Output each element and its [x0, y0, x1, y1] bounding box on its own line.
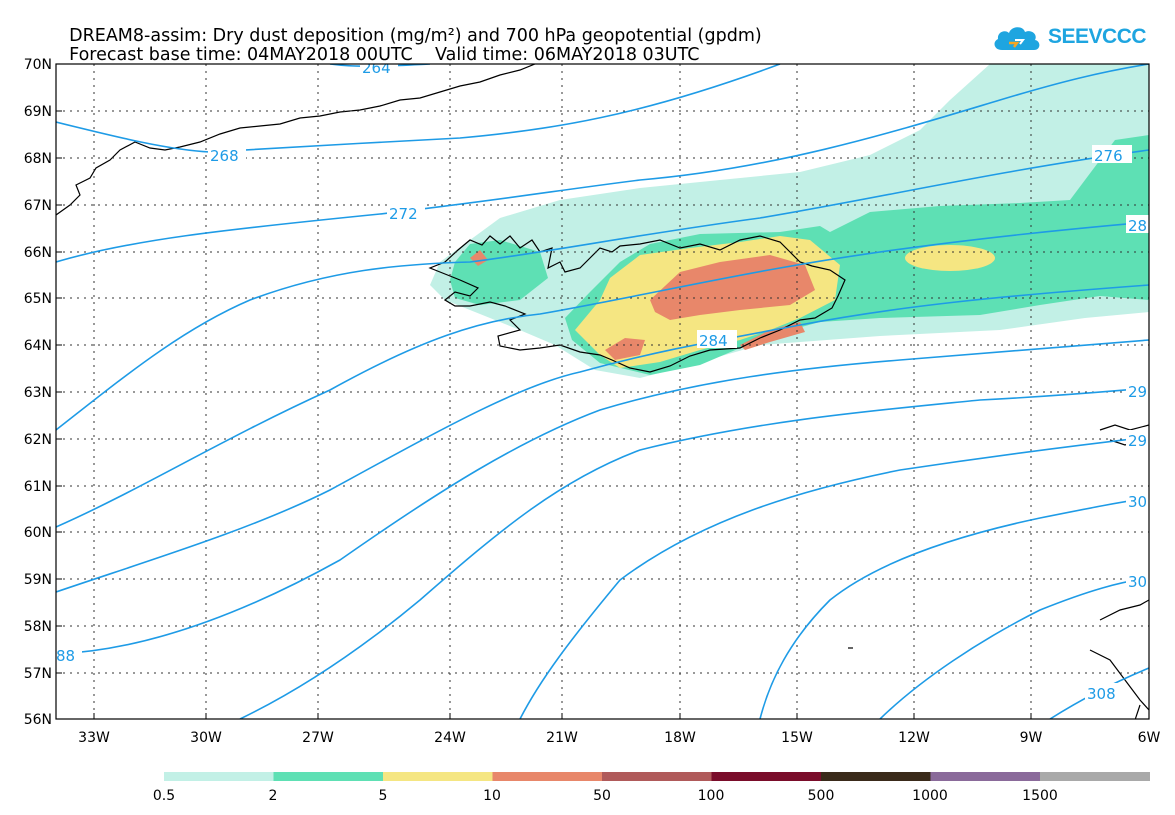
contour-label-288: 88 — [56, 647, 75, 665]
lon-label: 6W — [1138, 730, 1161, 746]
contour-296 — [519, 436, 1149, 719]
scotland-coast — [1089, 424, 1149, 719]
iceland-coast — [428, 235, 846, 373]
geopotential-contours — [56, 64, 1149, 719]
legend-swatch — [1040, 772, 1150, 781]
dust-area-10 — [650, 255, 815, 320]
lat-label: 69N — [24, 104, 52, 120]
latitude-labels: 70N 69N 68N 67N 66N 65N 64N 63N 62N 61N … — [24, 57, 52, 728]
contour-label-304: 30 — [1128, 573, 1147, 591]
legend-label: 10 — [483, 788, 501, 804]
lon-label: 9W — [1020, 730, 1043, 746]
graticule — [56, 64, 1149, 719]
contour-label-264: 264 — [362, 59, 391, 77]
legend-labels: 0.5 2 5 10 50 100 500 1000 1500 — [153, 788, 1058, 804]
contour-labels: 264 268 272 276 28 284 29 29 30 30 308 8… — [56, 59, 1149, 703]
map-title: DREAM8-assim: Dry dust deposition (mg/m²… — [58, 6, 762, 46]
lat-label: 66N — [24, 245, 52, 261]
legend-label: 100 — [698, 788, 725, 804]
contour-284 — [56, 284, 1149, 593]
contour-292 — [239, 387, 1149, 719]
contour-268 — [56, 64, 781, 153]
valid-time: Valid time: 06MAY2018 03UTC — [435, 45, 700, 65]
lat-label: 65N — [24, 291, 52, 307]
legend-swatch — [492, 772, 603, 781]
lat-label: 63N — [24, 385, 52, 401]
lat-label: 70N — [24, 57, 52, 73]
contour-label-296: 29 — [1128, 432, 1147, 450]
legend-swatch — [164, 772, 274, 781]
lat-label: 56N — [24, 712, 52, 728]
contour-272 — [56, 64, 1149, 263]
contour-label-308: 308 — [1087, 685, 1116, 703]
map-subtitle: Forecast base time: 04MAY2018 00UTC Vali… — [58, 25, 700, 65]
contour-label-276: 276 — [1094, 147, 1123, 165]
contour-label-280: 28 — [1128, 217, 1147, 235]
lon-label: 30W — [190, 730, 222, 746]
lat-label: 64N — [24, 338, 52, 354]
lat-label: 68N — [24, 151, 52, 167]
legend-label: 50 — [593, 788, 611, 804]
lat-label: 62N — [24, 432, 52, 448]
dust-shading — [430, 64, 1149, 378]
lon-label: 21W — [546, 730, 578, 746]
logo-text: SEEVCCC — [1048, 25, 1147, 48]
seevccc-logo: SEEVCCC — [990, 20, 1150, 60]
lat-label: 67N — [24, 198, 52, 214]
contour-276 — [56, 149, 1149, 431]
cloud-icon — [994, 27, 1040, 50]
legend-label: 1000 — [912, 788, 948, 804]
coastlines — [56, 64, 1149, 719]
lat-label: 60N — [24, 525, 52, 541]
legend-label: 1500 — [1022, 788, 1058, 804]
lon-label: 15W — [781, 730, 813, 746]
contour-280 — [56, 221, 1149, 528]
legend-label: 5 — [379, 788, 388, 804]
lon-label: 12W — [898, 730, 930, 746]
lon-label: 18W — [664, 730, 696, 746]
lat-label: 58N — [24, 619, 52, 635]
legend-swatch — [273, 772, 384, 781]
title-line-1: DREAM8-assim: Dry dust deposition (mg/m²… — [69, 26, 762, 46]
legend-label: 0.5 — [153, 788, 175, 804]
legend-swatch — [711, 772, 822, 781]
contour-label-284: 284 — [699, 332, 728, 350]
lon-label: 33W — [78, 730, 110, 746]
axis-ticks — [56, 63, 1150, 720]
legend-swatch — [383, 772, 493, 781]
legend-colorbar — [164, 772, 1150, 781]
lat-label: 61N — [24, 479, 52, 495]
legend-swatch — [602, 772, 712, 781]
dust-area-10-se — [740, 322, 805, 350]
forecast-base-time: Forecast base time: 04MAY2018 00UTC — [69, 45, 413, 65]
contour-288 — [56, 339, 1149, 655]
greenland-coast — [56, 64, 536, 216]
lon-label: 27W — [302, 730, 334, 746]
legend-swatch — [930, 772, 1041, 781]
contour-label-292: 29 — [1128, 383, 1147, 401]
legend-swatch — [821, 772, 931, 781]
lat-label: 59N — [24, 572, 52, 588]
longitude-labels: 33W 30W 27W 24W 21W 18W 15W 12W 9W 6W — [78, 730, 1160, 746]
legend-label: 2 — [269, 788, 278, 804]
contour-300 — [759, 497, 1149, 719]
contour-label-272: 272 — [389, 205, 418, 223]
dust-area-5-east — [905, 245, 995, 271]
contour-304 — [879, 577, 1149, 719]
legend-label: 500 — [808, 788, 835, 804]
contour-label-300: 30 — [1128, 493, 1147, 511]
contour-label-268: 268 — [210, 147, 239, 165]
lat-label: 57N — [24, 666, 52, 682]
lon-label: 24W — [434, 730, 466, 746]
dust-area-10-south — [605, 338, 645, 360]
